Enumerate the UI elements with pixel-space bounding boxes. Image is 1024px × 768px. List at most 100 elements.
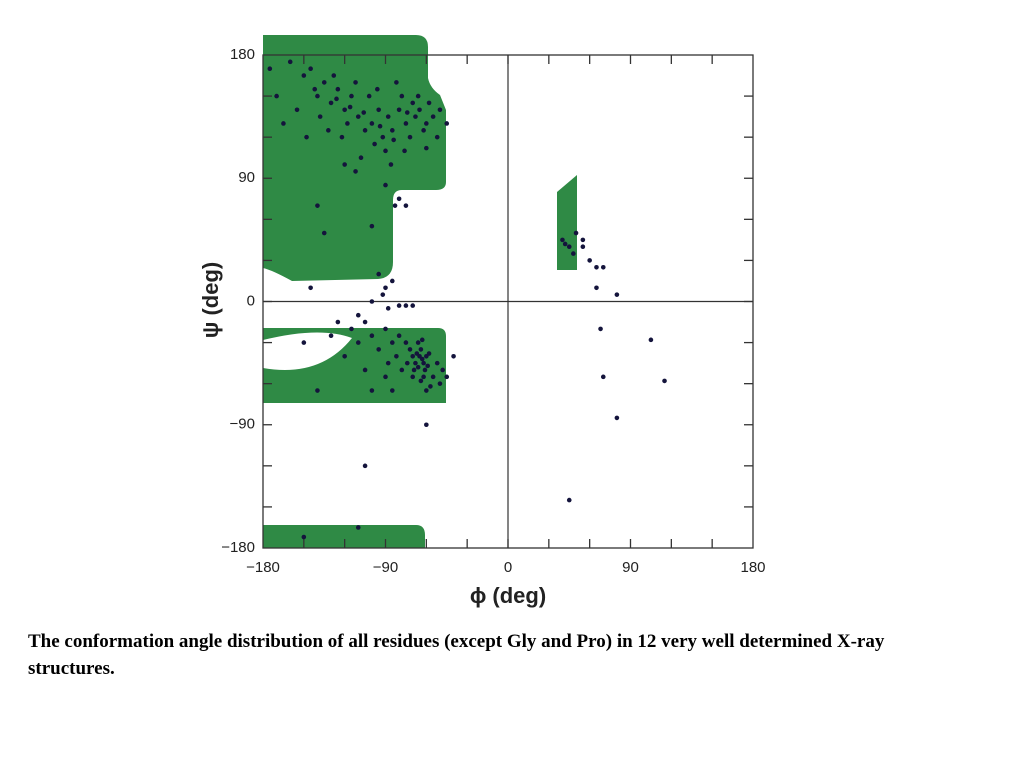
point — [362, 463, 368, 469]
point — [274, 93, 279, 99]
point — [571, 251, 576, 256]
point — [385, 306, 391, 311]
point — [421, 128, 426, 133]
point — [426, 100, 432, 106]
x-tick-label: −90 — [373, 559, 398, 576]
point — [362, 128, 368, 133]
point — [451, 353, 456, 359]
x-tick-label: 180 — [740, 559, 765, 576]
point — [376, 107, 381, 113]
point — [413, 114, 418, 119]
point — [396, 107, 402, 113]
point — [390, 278, 395, 284]
point — [380, 134, 386, 140]
x-axis-label: ϕ (deg) — [470, 583, 546, 608]
point — [413, 360, 418, 366]
y-tick-label: 180 — [230, 46, 255, 63]
point — [326, 128, 331, 133]
point — [304, 134, 309, 140]
point — [345, 121, 350, 126]
point — [410, 374, 416, 380]
caption: The conformation angle distribution of a… — [28, 631, 885, 679]
point — [403, 303, 409, 308]
point — [376, 271, 381, 277]
point — [331, 73, 337, 78]
point — [317, 114, 323, 119]
y-tick-label: −90 — [230, 416, 255, 433]
point — [560, 237, 565, 243]
point — [430, 114, 436, 119]
point — [415, 364, 421, 370]
point — [294, 107, 300, 113]
point — [424, 145, 429, 151]
point — [362, 319, 368, 325]
point — [287, 59, 293, 65]
point — [342, 107, 347, 113]
point — [396, 196, 402, 202]
point — [355, 312, 361, 318]
x-tick-label: 0 — [504, 559, 512, 576]
point — [594, 264, 599, 270]
point — [421, 374, 426, 380]
chart: ϕ (deg) ψ (deg) −180 −90 0 90 180 −180 −90 0 90 1… — [198, 35, 766, 608]
point — [648, 337, 654, 343]
point — [392, 203, 398, 208]
point — [419, 356, 425, 362]
point — [594, 285, 599, 291]
point — [342, 353, 347, 359]
point — [430, 374, 436, 380]
point — [394, 80, 399, 85]
point — [383, 182, 388, 188]
point — [349, 326, 354, 332]
point — [369, 223, 375, 229]
point — [369, 388, 375, 393]
point — [424, 422, 429, 428]
point — [385, 360, 391, 366]
point — [335, 319, 341, 325]
point — [390, 340, 395, 345]
point — [598, 326, 603, 332]
point — [366, 93, 372, 99]
point — [399, 367, 405, 373]
point — [394, 353, 399, 359]
point — [614, 292, 620, 297]
point — [424, 388, 429, 393]
point — [301, 340, 307, 345]
point — [402, 148, 407, 154]
point — [334, 96, 339, 102]
point — [315, 93, 320, 99]
point — [391, 137, 396, 143]
point — [437, 381, 443, 386]
point — [328, 100, 334, 106]
point — [415, 93, 421, 99]
point — [301, 73, 307, 78]
point — [267, 66, 273, 71]
point — [421, 360, 426, 366]
point — [383, 285, 388, 291]
point — [587, 258, 592, 263]
point — [375, 86, 380, 92]
point — [281, 121, 286, 126]
point — [434, 360, 440, 366]
point — [411, 367, 417, 373]
point — [418, 347, 424, 352]
point — [614, 415, 620, 421]
point — [434, 134, 440, 140]
point — [566, 244, 572, 250]
point — [358, 155, 364, 161]
point — [580, 237, 586, 243]
point — [424, 121, 429, 126]
point — [347, 104, 353, 110]
x-tick-label: −180 — [246, 559, 280, 576]
point — [380, 292, 386, 297]
point — [404, 360, 410, 366]
point — [383, 374, 388, 380]
beta-region — [263, 35, 446, 281]
y-tick-label: 0 — [247, 292, 255, 309]
point — [377, 123, 383, 129]
point — [419, 337, 425, 343]
x-tick-label: 90 — [622, 559, 639, 576]
point — [315, 388, 320, 393]
point — [425, 363, 430, 369]
point — [444, 374, 450, 380]
